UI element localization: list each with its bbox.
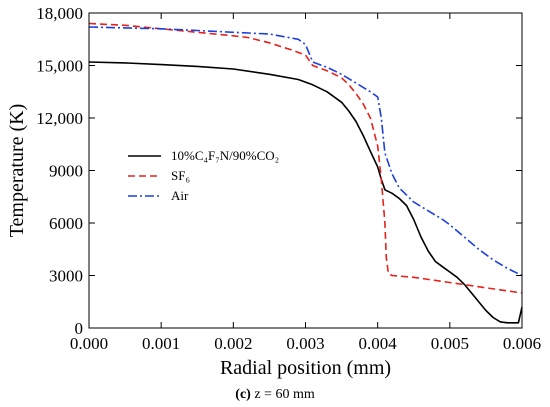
y-tick-label: 6000	[49, 214, 83, 233]
x-tick-label: 0.003	[286, 334, 324, 353]
legend-label-2: Air	[171, 188, 189, 203]
x-tick-label: 0.005	[431, 334, 469, 353]
legend: 10%C₄F₇N/90%CO₂ SF₆ Air	[128, 148, 279, 203]
y-axis-title: Temperature (K)	[6, 104, 28, 238]
x-tick-label: 0.000	[70, 334, 108, 353]
plot-frame	[88, 12, 523, 329]
caption-panel-label: (c)	[235, 387, 251, 402]
series-layer	[88, 22, 523, 324]
y-tick-label: 0	[75, 319, 84, 338]
x-tick-label: 0.006	[503, 334, 541, 353]
series-line-1	[88, 22, 523, 294]
caption-text: z = 60 mm	[251, 387, 315, 402]
y-tick-label: 3000	[49, 267, 83, 286]
y-tick-label: 15,000	[36, 57, 83, 76]
x-tick-label: 0.004	[359, 334, 398, 353]
figure-caption: (c) z = 60 mm	[235, 387, 315, 402]
x-axis-title: Radial position (mm)	[220, 357, 391, 379]
x-tick-label: 0.001	[142, 334, 180, 353]
y-tick-label: 9000	[49, 162, 83, 181]
legend-label-0: 10%C₄F₇N/90%CO₂	[171, 148, 279, 163]
series-line-2	[88, 26, 523, 277]
y-tick-label: 12,000	[36, 109, 83, 128]
x-tick-label: 0.002	[214, 334, 252, 353]
ticks-layer	[88, 12, 523, 329]
tick-labels-layer: 0.000 0.001 0.002 0.003 0.004 0.005 0.006 0 3000…	[36, 4, 541, 353]
y-tick-label: 18,000	[36, 4, 83, 23]
series-line-0	[88, 61, 523, 324]
legend-label-1: SF₆	[171, 168, 190, 183]
